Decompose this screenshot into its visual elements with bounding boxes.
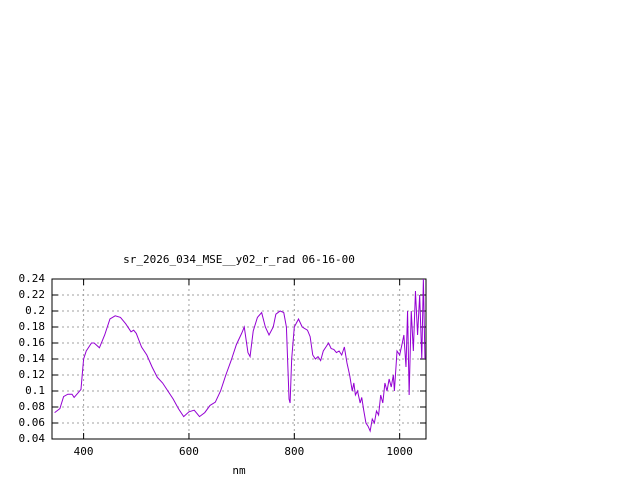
chart-title: sr_2026_034_MSE__y02_r_rad 06-16-00 — [123, 253, 355, 266]
y-tick-label: 0.06 — [19, 416, 46, 429]
y-tick-label: 0.14 — [19, 352, 46, 365]
y-tick-label: 0.22 — [19, 288, 46, 301]
x-tick-label: 800 — [284, 445, 304, 458]
y-tick-label: 0.24 — [19, 272, 46, 285]
x-axis-label: nm — [232, 464, 246, 477]
x-tick-label: 1000 — [386, 445, 413, 458]
x-tick-label: 400 — [74, 445, 94, 458]
y-tick-label: 0.18 — [19, 320, 46, 333]
plot-border — [51, 278, 427, 440]
y-tick-label: 0.1 — [25, 384, 45, 397]
data-line — [54, 279, 426, 433]
y-tick-label: 0.08 — [19, 400, 46, 413]
y-tick-label: 0.04 — [19, 432, 46, 445]
y-tick-label: 0.12 — [19, 368, 46, 381]
y-tick-label: 0.2 — [25, 304, 45, 317]
y-tick-label: 0.16 — [19, 336, 46, 349]
x-tick-label: 600 — [179, 445, 199, 458]
